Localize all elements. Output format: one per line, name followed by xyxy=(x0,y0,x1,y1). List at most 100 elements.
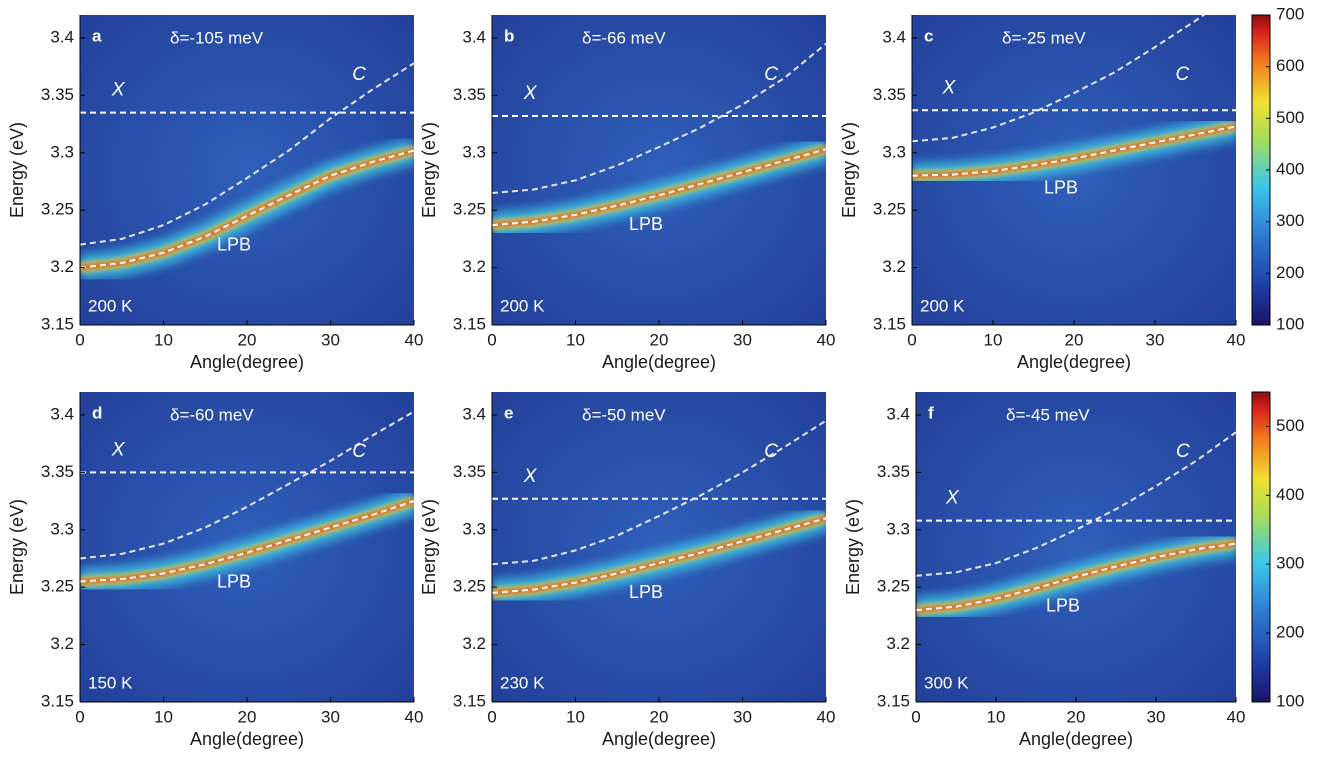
y-tick-label: 3.2 xyxy=(886,634,910,653)
y-tick-label: 3.4 xyxy=(50,404,74,423)
x-tick-label: 30 xyxy=(321,330,340,349)
y-tick-label: 3.2 xyxy=(462,634,486,653)
temperature-label: 300 K xyxy=(924,673,969,692)
heatmap-background xyxy=(492,392,826,702)
dispersion-curve xyxy=(80,500,414,583)
colorbar-tick-label: 300 xyxy=(1276,554,1304,573)
colorbar-tick-label: 300 xyxy=(1276,211,1304,230)
y-tick-label: 3.3 xyxy=(50,519,74,538)
x-tick-label: 40 xyxy=(405,330,424,349)
emission-peak xyxy=(80,148,414,271)
x-tick-label: 20 xyxy=(650,707,669,726)
x-axis-label: Angle(degree) xyxy=(190,729,304,749)
temperature-label: 200 K xyxy=(920,296,965,315)
colorbar-tick-label: 100 xyxy=(1276,691,1304,710)
detuning-label: δ=-45 meV xyxy=(1006,405,1090,424)
plot-area xyxy=(492,419,826,606)
y-tick-label: 3.25 xyxy=(41,200,74,219)
panel-label: f xyxy=(928,403,934,422)
x-tick-label: 10 xyxy=(154,707,173,726)
x-axis-label: Angle(degree) xyxy=(1019,729,1133,749)
y-tick-label: 3.35 xyxy=(453,462,486,481)
x-tick-label: 0 xyxy=(487,707,496,726)
curve-label: C xyxy=(352,441,366,462)
colorbar-tick-label: 200 xyxy=(1276,623,1304,642)
y-tick-label: 3.3 xyxy=(462,142,486,161)
y-tick-label: 3.3 xyxy=(462,519,486,538)
temperature-label: 200 K xyxy=(88,296,133,315)
curve-label: X xyxy=(523,466,538,487)
x-axis-label: Angle(degree) xyxy=(1017,352,1131,372)
colorbar-tick-label: 600 xyxy=(1276,56,1304,75)
detuning-label: δ=-50 meV xyxy=(582,405,666,424)
x-tick-label: 10 xyxy=(987,707,1006,726)
x-tick-label: 40 xyxy=(405,707,424,726)
dispersion-curve xyxy=(80,410,414,560)
curve-label: LPB xyxy=(629,582,663,602)
y-tick-label: 3.25 xyxy=(453,577,486,596)
curve-label: X xyxy=(111,439,126,460)
plot-area xyxy=(80,410,414,595)
panel-label: e xyxy=(504,403,513,422)
curve-label: LPB xyxy=(217,235,251,255)
x-tick-label: 30 xyxy=(1146,330,1165,349)
y-tick-label: 3.35 xyxy=(453,85,486,104)
x-tick-label: 40 xyxy=(817,330,836,349)
y-tick-label: 3.25 xyxy=(453,200,486,219)
dispersion-curve xyxy=(492,419,826,566)
curve-label: LPB xyxy=(1046,596,1080,616)
y-tick-label: 3.4 xyxy=(886,404,910,423)
y-tick-label: 3.25 xyxy=(41,577,74,596)
x-tick-label: 20 xyxy=(238,330,257,349)
x-tick-label: 0 xyxy=(911,707,920,726)
temperature-label: 150 K xyxy=(88,673,133,692)
y-tick-label: 3.4 xyxy=(50,27,74,46)
x-axis-label: Angle(degree) xyxy=(602,729,716,749)
dispersion-curve xyxy=(916,542,1236,612)
colorbar-tick-label: 700 xyxy=(1276,4,1304,23)
detuning-label: δ=-60 meV xyxy=(170,405,254,424)
y-tick-label: 3.15 xyxy=(41,314,74,333)
y-tick-label: 3.35 xyxy=(41,85,74,104)
detuning-label: δ=-25 meV xyxy=(1002,28,1086,47)
y-axis-label: Energy (eV) xyxy=(7,499,27,595)
x-tick-label: 20 xyxy=(1067,707,1086,726)
temperature-label: 200 K xyxy=(500,296,545,315)
plot-area xyxy=(492,42,826,239)
y-tick-label: 3.2 xyxy=(50,634,74,653)
panel-label: d xyxy=(92,403,102,422)
x-tick-label: 40 xyxy=(1227,707,1246,726)
y-tick-label: 3.15 xyxy=(453,314,486,333)
y-tick-label: 3.15 xyxy=(41,691,74,710)
plot-area xyxy=(80,62,414,281)
curve-label: X xyxy=(111,80,126,101)
colorbar-tick-label: 500 xyxy=(1276,108,1304,127)
y-tick-label: 3.2 xyxy=(882,257,906,276)
x-tick-label: 0 xyxy=(487,330,496,349)
dispersion-curve xyxy=(916,431,1236,577)
colorbar-tick-label: 400 xyxy=(1276,485,1304,504)
y-axis-label: Energy (eV) xyxy=(419,499,439,595)
y-axis-label: Energy (eV) xyxy=(7,122,27,218)
x-axis-label: Angle(degree) xyxy=(190,352,304,372)
x-tick-label: 20 xyxy=(1065,330,1084,349)
colorbar-tick-label: 500 xyxy=(1276,416,1304,435)
y-tick-label: 3.3 xyxy=(886,519,910,538)
curve-label: X xyxy=(942,77,957,98)
y-tick-label: 3.25 xyxy=(873,200,906,219)
y-tick-label: 3.35 xyxy=(877,462,910,481)
x-tick-label: 10 xyxy=(566,330,585,349)
dispersion-curve xyxy=(80,62,414,246)
x-tick-label: 10 xyxy=(566,707,585,726)
curve-label: C xyxy=(764,441,778,462)
curve-label: C xyxy=(1176,64,1190,85)
plot-area xyxy=(916,431,1236,624)
detuning-label: δ=-105 meV xyxy=(170,28,264,47)
detuning-label: δ=-66 meV xyxy=(582,28,666,47)
x-tick-label: 0 xyxy=(75,707,84,726)
y-tick-label: 3.4 xyxy=(462,27,486,46)
y-tick-label: 3.15 xyxy=(877,691,910,710)
y-tick-label: 3.3 xyxy=(50,142,74,161)
y-tick-label: 3.35 xyxy=(873,85,906,104)
y-axis-label: Energy (eV) xyxy=(419,122,439,218)
